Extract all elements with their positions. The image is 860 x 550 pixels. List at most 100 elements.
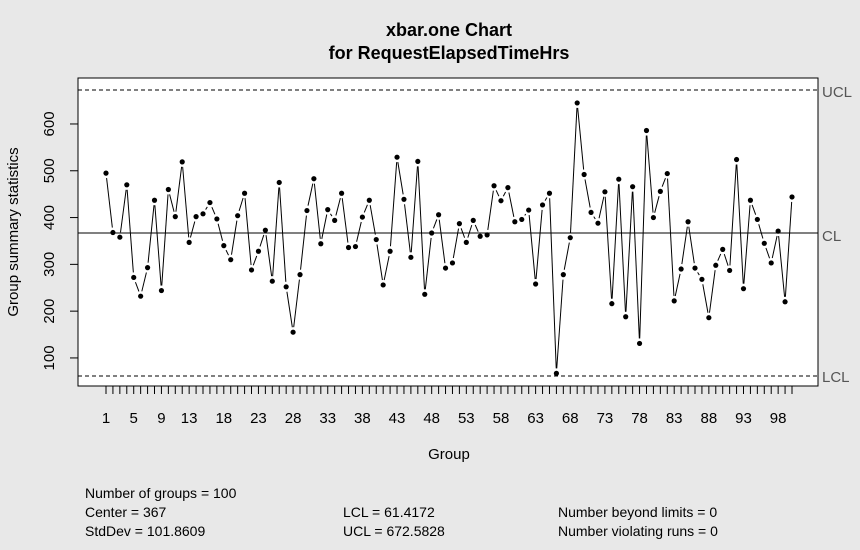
stat-beyond-limits: Number beyond limits = 0 (558, 504, 718, 520)
series-segment (508, 192, 515, 217)
data-point (290, 329, 296, 335)
series-segment (363, 204, 368, 213)
series-segment (709, 270, 716, 313)
series-segment (661, 178, 666, 187)
series-segment (535, 209, 543, 280)
series-segment (460, 228, 466, 238)
data-point (422, 291, 428, 297)
data-point (297, 272, 303, 278)
data-point (332, 217, 338, 223)
data-point (436, 212, 442, 218)
series-segment (639, 135, 647, 339)
data-point (595, 220, 601, 226)
series-segment (577, 107, 585, 170)
data-point (602, 189, 608, 195)
data-point (761, 240, 767, 246)
data-point (221, 243, 227, 249)
series-segment (570, 107, 578, 233)
x-tick-label: 43 (389, 410, 406, 427)
data-point (713, 262, 719, 268)
series-segment (225, 249, 229, 256)
x-tick-label: 13 (181, 410, 198, 427)
series-segment (313, 183, 321, 239)
y-tick-label: 200 (41, 299, 58, 324)
data-point (172, 214, 178, 220)
data-point (262, 227, 268, 233)
data-point (269, 278, 275, 284)
y-tick-label: 400 (41, 205, 58, 230)
data-point (158, 287, 165, 294)
data-point (228, 257, 234, 263)
series-segment (300, 215, 307, 270)
series-segment (618, 184, 626, 312)
series-segment (563, 242, 570, 270)
x-axis-label: Group (428, 446, 470, 463)
stats-column-right: Number beyond limits = 0 Number violatin… (558, 503, 718, 541)
data-point (782, 299, 788, 305)
series-segment (584, 179, 591, 208)
data-point (318, 241, 324, 247)
data-point (581, 171, 587, 178)
series-segment (424, 237, 432, 290)
data-point (588, 209, 594, 216)
series-segment (681, 226, 688, 265)
x-tick-label: 23 (250, 410, 267, 427)
series-segment (126, 189, 134, 273)
data-point (103, 170, 109, 176)
data-point (789, 194, 795, 200)
series-segment (252, 255, 258, 266)
data-point (519, 216, 525, 223)
series-segment (244, 198, 252, 266)
data-point (553, 370, 560, 376)
data-point (470, 217, 476, 223)
series-segment (217, 223, 224, 241)
series-segment (667, 178, 675, 296)
data-point (498, 198, 504, 204)
x-axis: 1 5 9 13 18 23 28 33 38 43 48 53 58 63 68 73 78 83 88 93 98 (102, 386, 793, 427)
series-segment (778, 236, 786, 297)
y-tick-label: 300 (41, 252, 58, 277)
data-point (186, 239, 192, 245)
data-point (352, 243, 359, 250)
series-segment (736, 164, 744, 284)
data-point (117, 234, 123, 240)
data-point (747, 197, 754, 203)
data-point (207, 199, 213, 206)
series-segment (729, 164, 737, 266)
data-point (733, 156, 740, 163)
x-tick-label: 38 (354, 410, 371, 427)
series-segment (369, 205, 376, 235)
data-point (283, 284, 289, 290)
data-point (657, 188, 663, 194)
x-tick-label: 73 (597, 410, 614, 427)
data-point (526, 207, 532, 213)
data-point (685, 219, 691, 225)
x-tick-label: 68 (562, 410, 579, 427)
data-point (623, 314, 629, 320)
x-tick-label: 83 (666, 410, 683, 427)
series-segment (265, 235, 273, 277)
series-segment (743, 205, 751, 284)
x-tick-label: 88 (701, 410, 718, 427)
series-segment (549, 198, 557, 369)
data-point (138, 293, 144, 299)
series-segment (771, 235, 778, 259)
series-segment (625, 191, 633, 312)
data-point (276, 179, 282, 186)
data-point (609, 301, 615, 307)
limit-label-lcl: LCL (822, 369, 850, 386)
series-segment (106, 178, 113, 228)
series-segment (259, 234, 265, 247)
stat-lcl: LCL = 61.4172 (343, 504, 435, 520)
series-segment (502, 191, 507, 197)
data-point (768, 260, 774, 266)
series-segment (321, 214, 328, 239)
stat-center: Center = 367 (85, 504, 167, 520)
x-tick-label: 1 (102, 410, 110, 427)
data-point (387, 248, 393, 254)
series-segment (335, 197, 341, 216)
series-segment (674, 273, 681, 297)
data-point (401, 196, 407, 202)
series-segment (723, 253, 729, 266)
